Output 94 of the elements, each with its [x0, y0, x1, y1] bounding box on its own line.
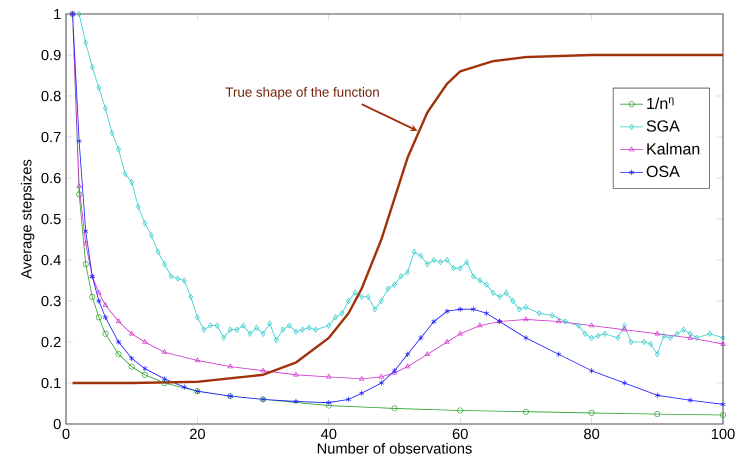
- point: [720, 401, 726, 408]
- point: [392, 405, 398, 412]
- point: [102, 302, 108, 307]
- point: [326, 400, 332, 406]
- point: [522, 408, 529, 415]
- point: [89, 294, 96, 300]
- point: [431, 318, 437, 325]
- point: [83, 228, 88, 234]
- point: [458, 306, 463, 312]
- point: [326, 402, 332, 409]
- x-axis-title: Number of observations: [318, 442, 472, 454]
- point: [484, 310, 490, 316]
- point: [96, 290, 102, 294]
- x-tick-label: 80: [584, 428, 600, 440]
- point: [444, 339, 450, 344]
- point: [359, 376, 364, 381]
- y-tick-label: 0.8: [41, 90, 61, 102]
- point: [162, 380, 168, 386]
- point: [424, 351, 430, 356]
- point: [444, 308, 450, 314]
- point: [405, 351, 410, 358]
- point: [470, 306, 476, 312]
- point: [523, 316, 529, 322]
- point: [654, 392, 660, 398]
- point: [102, 314, 108, 320]
- point: [654, 330, 660, 336]
- point: [128, 364, 135, 370]
- point: [82, 261, 89, 268]
- x-tick-label: 100: [712, 428, 735, 440]
- point: [76, 138, 82, 144]
- point: [359, 390, 364, 396]
- point: [688, 397, 693, 404]
- y-tick-label: 0.9: [41, 50, 61, 60]
- point: [378, 380, 384, 386]
- point: [102, 330, 108, 337]
- point: [76, 191, 82, 198]
- point: [182, 384, 187, 390]
- x-tick-label: 0: [62, 428, 70, 440]
- point: [116, 339, 122, 346]
- point: [458, 330, 463, 336]
- point: [260, 368, 266, 372]
- legend-label: OSA: [646, 166, 680, 178]
- y-tick-label: 0.1: [41, 378, 61, 388]
- point: [96, 314, 102, 320]
- y-axis-title: Average stepsizes: [20, 160, 34, 279]
- point: [346, 396, 352, 402]
- point: [588, 368, 594, 374]
- y-tick-label: 0.3: [41, 296, 61, 306]
- point: [523, 334, 529, 341]
- point: [326, 374, 332, 379]
- x-tick-label: 60: [452, 428, 468, 440]
- point: [688, 334, 693, 340]
- y-tick-label: 0.2: [41, 336, 61, 348]
- y-tick-label: 0.7: [41, 132, 61, 142]
- annotation: True shape of the function: [226, 87, 379, 100]
- point: [76, 183, 82, 188]
- point: [405, 364, 410, 368]
- point: [654, 411, 660, 418]
- legend-label: Kalman: [647, 142, 700, 155]
- point: [293, 372, 299, 376]
- y-tick-label: 0.5: [41, 214, 61, 224]
- point: [418, 334, 424, 341]
- point: [228, 364, 233, 368]
- point: [720, 341, 726, 346]
- point: [477, 322, 483, 328]
- point: [116, 351, 122, 358]
- point: [162, 349, 168, 354]
- point: [142, 366, 148, 372]
- point: [142, 339, 148, 344]
- y-tick-label: 1: [54, 8, 61, 20]
- legend-label: 1/n$^{η}$: [647, 97, 674, 110]
- point: [556, 318, 562, 324]
- point: [556, 351, 562, 358]
- point: [588, 410, 595, 416]
- point: [83, 240, 88, 246]
- point: [129, 355, 134, 362]
- point: [622, 380, 628, 386]
- point: [378, 374, 384, 379]
- point: [194, 357, 200, 362]
- y-tick-label: 0: [54, 418, 61, 430]
- y-tick-label: 0.4: [41, 254, 61, 266]
- point: [142, 372, 148, 378]
- legend-label: SGA: [646, 120, 680, 132]
- point: [96, 298, 102, 304]
- point: [457, 407, 464, 414]
- y-tick-label: 0.6: [41, 172, 61, 184]
- point: [293, 398, 299, 404]
- point: [116, 318, 122, 324]
- point: [129, 330, 134, 336]
- point: [622, 326, 628, 332]
- x-tick-label: 40: [320, 428, 336, 440]
- point: [162, 376, 168, 382]
- x-tick-label: 20: [190, 428, 205, 440]
- point: [588, 322, 594, 328]
